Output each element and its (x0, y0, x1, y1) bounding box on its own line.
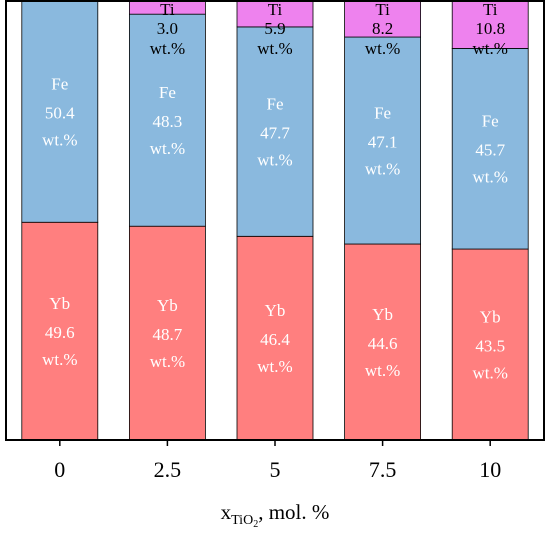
bar-segment-fe-0 (21, 0, 99, 223)
segment-label-fe-2-line1: 47.7 (260, 124, 290, 143)
segment-label-ti-2-line1: 5.9 (264, 19, 285, 38)
segment-label-ti-4-line0: Ti (483, 0, 498, 19)
segment-label-ti-1-line2: wt.% (150, 39, 185, 58)
segment-label-fe-2-line2: wt.% (257, 151, 292, 170)
segment-label-yb-3-line1: 44.6 (368, 334, 398, 353)
x-tick-label-4: 10 (479, 457, 501, 482)
x-tick-label-3: 7.5 (369, 457, 397, 482)
segment-label-fe-0-line1: 50.4 (45, 104, 75, 123)
x-axis-label-main: x (220, 500, 232, 524)
segment-label-ti-2-line2: wt.% (257, 39, 292, 58)
segment-label-fe-4-line1: 45.7 (475, 141, 505, 160)
bars-group (21, 0, 529, 441)
bar-segment-fe-2 (236, 26, 314, 237)
segment-label-yb-2-line0: Yb (265, 301, 286, 320)
bar-segment-yb-3 (344, 243, 422, 441)
segment-label-fe-0-line0: Fe (51, 75, 68, 94)
segment-label-yb-3-line0: Yb (372, 305, 393, 324)
x-axis-label: xTiO2, mol. % (0, 500, 550, 530)
segment-label-fe-1-line0: Fe (159, 83, 176, 102)
segment-label-fe-3-line0: Fe (374, 104, 391, 123)
segment-label-yb-2-line2: wt.% (257, 357, 292, 376)
segment-label-yb-1-line2: wt.% (150, 352, 185, 371)
segment-label-yb-4-line0: Yb (480, 308, 501, 327)
segment-label-fe-3-line1: 47.1 (368, 133, 398, 152)
segment-label-yb-4-line1: 43.5 (475, 337, 505, 356)
segment-label-fe-2-line0: Fe (267, 95, 284, 114)
x-tick-label-1: 2.5 (154, 457, 182, 482)
segment-label-yb-0-line0: Yb (49, 294, 70, 313)
bar-segment-fe-1 (128, 13, 206, 227)
segment-label-fe-3-line2: wt.% (365, 160, 400, 179)
segment-label-yb-4-line2: wt.% (472, 364, 507, 383)
segment-label-ti-2-line0: Ti (268, 0, 283, 19)
bar-segment-ti-2 (236, 0, 314, 28)
segment-label-yb-2-line1: 46.4 (260, 330, 290, 349)
segment-label-fe-4-line0: Fe (482, 112, 499, 131)
segment-label-yb-1-line0: Yb (157, 296, 178, 315)
segment-label-yb-0-line1: 49.6 (45, 323, 75, 342)
bar-segment-ti-4 (451, 0, 529, 49)
segment-label-ti-3-line1: 8.2 (372, 19, 393, 38)
x-tick-label-0: 0 (54, 457, 65, 482)
segment-label-ti-1-line1: 3.0 (157, 19, 178, 38)
bar-segment-fe-3 (344, 36, 422, 245)
x-axis-label-rest: , mol. % (258, 500, 330, 524)
segment-label-fe-0-line2: wt.% (42, 131, 77, 150)
segment-label-fe-1-line2: wt.% (150, 139, 185, 158)
segment-label-yb-3-line2: wt.% (365, 361, 400, 380)
x-ticks-group: 0 2.5 5 7.5 10 (54, 440, 501, 482)
segment-label-fe-4-line2: wt.% (472, 168, 507, 187)
x-tick-label-2: 5 (270, 457, 281, 482)
segment-label-ti-3-line2: wt.% (365, 39, 400, 58)
segment-label-ti-4-line2: wt.% (472, 39, 507, 58)
bar-segment-yb-0 (21, 221, 99, 441)
segment-label-ti-3-line0: Ti (375, 0, 390, 19)
segment-label-ti-1-line0: Ti (160, 0, 175, 19)
bar-segment-fe-4 (451, 48, 529, 250)
segment-label-yb-0-line2: wt.% (42, 350, 77, 369)
segment-labels-group: Yb 49.6 wt.% Fe 50.4 wt.% Yb 48.7 wt.% Fe 48.3 wt.%… (42, 0, 508, 383)
segment-label-fe-1-line1: 48.3 (153, 112, 183, 131)
segment-label-ti-4-line1: 10.8 (475, 19, 505, 38)
x-axis-label-sub: TiO2 (231, 513, 259, 531)
segment-label-yb-1-line1: 48.7 (153, 325, 183, 344)
